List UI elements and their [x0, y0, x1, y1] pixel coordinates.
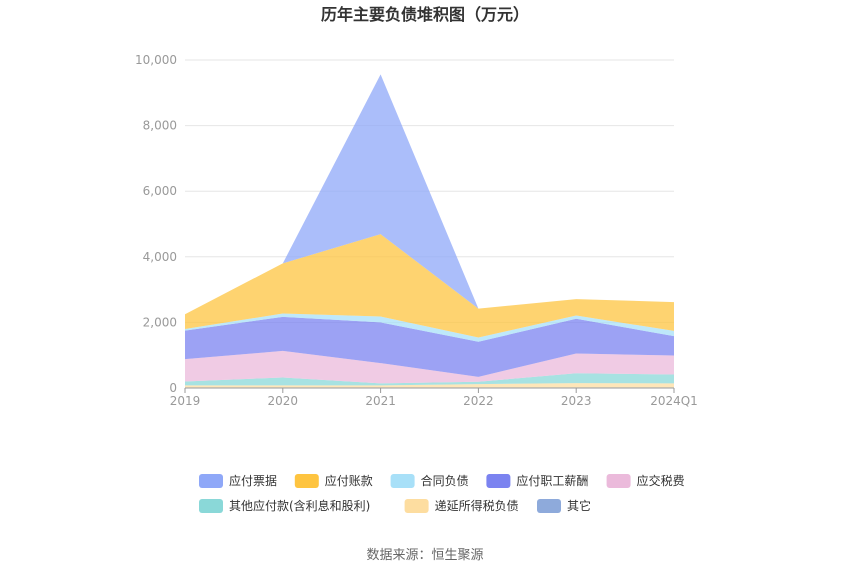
area-其他应付款(含利息和股利)	[185, 373, 674, 386]
area-合同负债	[185, 313, 674, 342]
area-应付票据	[185, 74, 674, 315]
legend-swatch	[537, 499, 561, 513]
legend-label: 应交税费	[637, 473, 685, 488]
chart-title: 历年主要负债堆积图（万元）	[321, 5, 529, 24]
x-tick-label: 2024Q1	[650, 394, 698, 408]
legend-swatch	[486, 474, 511, 488]
axes: 0 2,000 4,000 6,000 8,000 10,000 2019 2020 2021 2…	[135, 53, 698, 408]
legend-label: 递延所得税负债	[435, 498, 519, 513]
legend-swatch	[199, 499, 223, 513]
area-应付职工薪酬	[185, 316, 674, 377]
y-tick-label: 0	[169, 381, 177, 395]
y-tick-label: 6,000	[143, 184, 177, 198]
legend-label: 应付职工薪酬	[516, 473, 588, 488]
legend-label: 应付票据	[229, 473, 277, 488]
legend-swatch	[199, 474, 223, 488]
legend-swatch	[390, 474, 415, 488]
x-tick-label: 2020	[268, 394, 299, 408]
legend-swatch	[606, 474, 631, 488]
x-tick-label: 2022	[463, 394, 494, 408]
data-source: 数据来源：恒生聚源	[366, 548, 483, 563]
legend-label: 其它	[567, 498, 591, 513]
legend-swatch	[404, 499, 429, 513]
y-tick-label: 2,000	[143, 315, 177, 329]
y-tick-label: 8,000	[143, 119, 177, 133]
area-递延所得税负债	[185, 383, 674, 388]
legend-label: 其他应付款(含利息和股利)	[229, 498, 370, 513]
y-tick-label: 10,000	[135, 53, 177, 67]
y-tick-label: 4,000	[143, 250, 177, 264]
area-应交税费	[185, 350, 674, 384]
area-应付账款	[185, 234, 674, 338]
x-tick-label: 2023	[561, 394, 592, 408]
legend-swatch	[294, 474, 319, 488]
legend-label: 应付账款	[325, 473, 373, 488]
x-tick-label: 2019	[170, 394, 201, 408]
area-series	[185, 74, 674, 388]
legend-label: 合同负债	[421, 473, 469, 488]
x-tick-label: 2021	[365, 394, 396, 408]
